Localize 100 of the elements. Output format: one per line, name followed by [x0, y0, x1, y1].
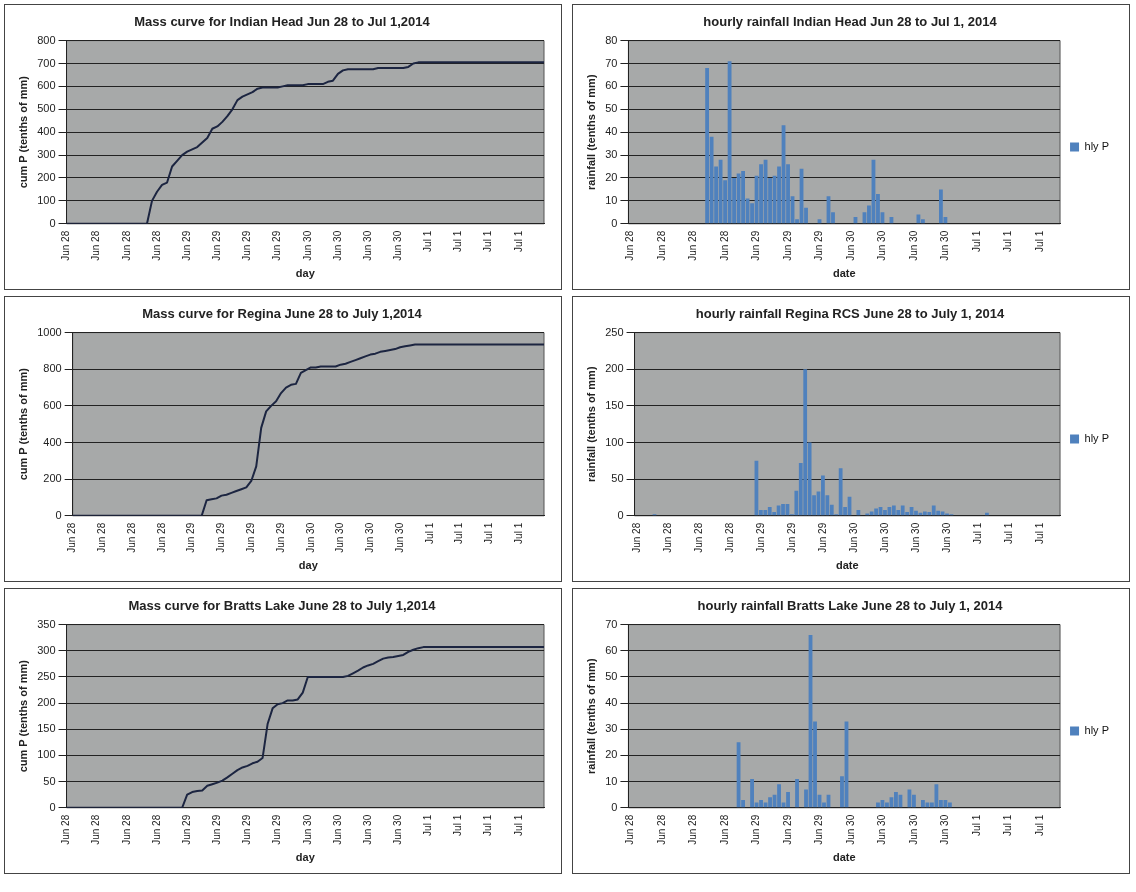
x-tick-label: Jun 30 — [392, 814, 403, 845]
y-tick-label: 30 — [605, 722, 618, 735]
y-tick-label: 20 — [605, 748, 618, 761]
x-tick-label: Jun 29 — [781, 814, 793, 845]
y-tick-label: 0 — [49, 216, 56, 229]
bar — [869, 511, 874, 516]
x-tick-label: Jul 1 — [512, 814, 524, 836]
bar — [763, 509, 768, 516]
y-tick-label: 400 — [43, 435, 62, 448]
bar — [821, 475, 825, 516]
x-tick-label: Jun 29 — [180, 814, 192, 845]
y-tick-label: 150 — [605, 398, 624, 411]
x-tick-label: Jun 30 — [361, 814, 373, 845]
y-tick-label: 80 — [605, 33, 618, 46]
bar — [786, 792, 790, 808]
y-tick-label: 800 — [37, 33, 56, 46]
bar — [874, 508, 878, 516]
bar — [934, 784, 939, 808]
bar — [838, 468, 843, 516]
chart-title: hourly rainfall Bratts Lake June 28 to July 1, 2014 — [697, 598, 1004, 614]
x-tick-label: Jun 30 — [876, 814, 888, 845]
x-tick-label: Jul 1 — [971, 522, 983, 544]
y-tick-label: 150 — [37, 722, 56, 735]
x-tick-label: Jul 1 — [452, 230, 464, 252]
y-tick-label: 250 — [605, 325, 624, 338]
x-tick-label: Jun 30 — [334, 522, 346, 553]
x-tick-label: Jun 28 — [150, 230, 162, 261]
y-tick-label: 100 — [37, 748, 56, 761]
y-tick-label: 200 — [37, 696, 56, 709]
x-tick-label: Jul 1 — [970, 230, 982, 252]
x-tick-label: Jul 1 — [452, 814, 464, 836]
x-tick-label: Jun 28 — [624, 814, 636, 845]
x-tick-label: Jun 30 — [847, 522, 859, 553]
x-tick-label: Jul 1 — [512, 522, 524, 544]
x-tick-label: Jun 30 — [304, 522, 316, 553]
x-tick-label: Jun 30 — [364, 522, 376, 553]
y-tick-label: 0 — [49, 800, 56, 813]
x-tick-label: Jun 30 — [878, 522, 890, 553]
y-tick-label: 40 — [605, 696, 618, 709]
y-tick-label: 600 — [43, 398, 62, 411]
x-tick-label: Jul 1 — [453, 522, 465, 544]
y-tick-label: 100 — [37, 193, 56, 206]
x-tick-label: Jul 1 — [422, 814, 434, 836]
y-tick-label: 10 — [605, 193, 618, 206]
x-axis-title: day — [295, 267, 316, 280]
y-tick-label: 30 — [605, 148, 618, 161]
chart-title: hourly rainfall Indian Head Jun 28 to Jul 1, 2014 — [703, 14, 998, 30]
y-axis-title: cum P (tenths of mm) — [16, 75, 29, 189]
y-tick-label: 200 — [605, 362, 624, 375]
x-axis-title: date — [832, 267, 856, 280]
bar — [759, 799, 763, 808]
x-axis-title: day — [295, 851, 316, 864]
bar — [759, 164, 763, 224]
x-axis-title: date — [835, 559, 859, 572]
bar — [943, 799, 948, 808]
x-tick-label: Jun 30 — [331, 814, 343, 845]
bar — [795, 778, 799, 808]
x-tick-label: Jul 1 — [482, 230, 494, 252]
bar — [718, 159, 723, 224]
y-tick-label: 800 — [43, 362, 62, 375]
x-tick-label: Jul 1 — [1033, 230, 1045, 252]
x-tick-label: Jul 1 — [1033, 814, 1045, 836]
bar — [741, 171, 745, 224]
y-tick-label: 60 — [605, 643, 618, 656]
x-tick-label: Jun 28 — [687, 230, 699, 261]
x-tick-label: Jun 29 — [274, 522, 286, 553]
bar — [727, 61, 732, 224]
x-tick-label: Jun 28 — [90, 814, 102, 845]
bar — [921, 219, 925, 224]
x-tick-label: Jun 28 — [624, 230, 636, 261]
x-tick-label: Jun 30 — [907, 230, 919, 261]
x-tick-label: Jun 29 — [754, 522, 766, 553]
y-tick-label: 300 — [37, 643, 56, 656]
legend-label: hly P — [1084, 140, 1110, 153]
x-tick-label: Jul 1 — [483, 522, 495, 544]
x-tick-label: Jun 29 — [271, 814, 283, 845]
y-tick-label: 0 — [611, 800, 618, 813]
bar — [900, 505, 905, 516]
x-tick-label: Jun 28 — [150, 814, 162, 845]
y-tick-label: 600 — [37, 79, 56, 92]
x-tick-label: Jun 29 — [241, 814, 253, 845]
x-tick-label: Jul 1 — [1002, 814, 1014, 836]
bar — [914, 510, 918, 516]
bar — [931, 505, 936, 516]
y-axis-title: cum P (tenths of mm) — [16, 659, 29, 773]
y-tick-label: 20 — [605, 171, 618, 184]
bar — [781, 504, 785, 516]
x-tick-label: Jun 29 — [781, 230, 793, 261]
y-tick-label: 250 — [37, 669, 56, 682]
x-tick-label: Jul 1 — [512, 230, 524, 252]
x-tick-label: Jun 28 — [723, 522, 735, 553]
legend-label: hly P — [1084, 432, 1110, 445]
chart-title: Mass curve for Indian Head Jun 28 to Jul 1,2014 — [134, 14, 431, 30]
x-tick-label: Jun 28 — [718, 814, 730, 845]
y-tick-label: 300 — [37, 148, 56, 161]
y-tick-label: 50 — [611, 472, 624, 485]
x-tick-label: Jun 30 — [876, 230, 888, 261]
bar — [891, 505, 896, 516]
bar — [856, 509, 861, 516]
x-tick-label: Jun 30 — [939, 230, 951, 261]
